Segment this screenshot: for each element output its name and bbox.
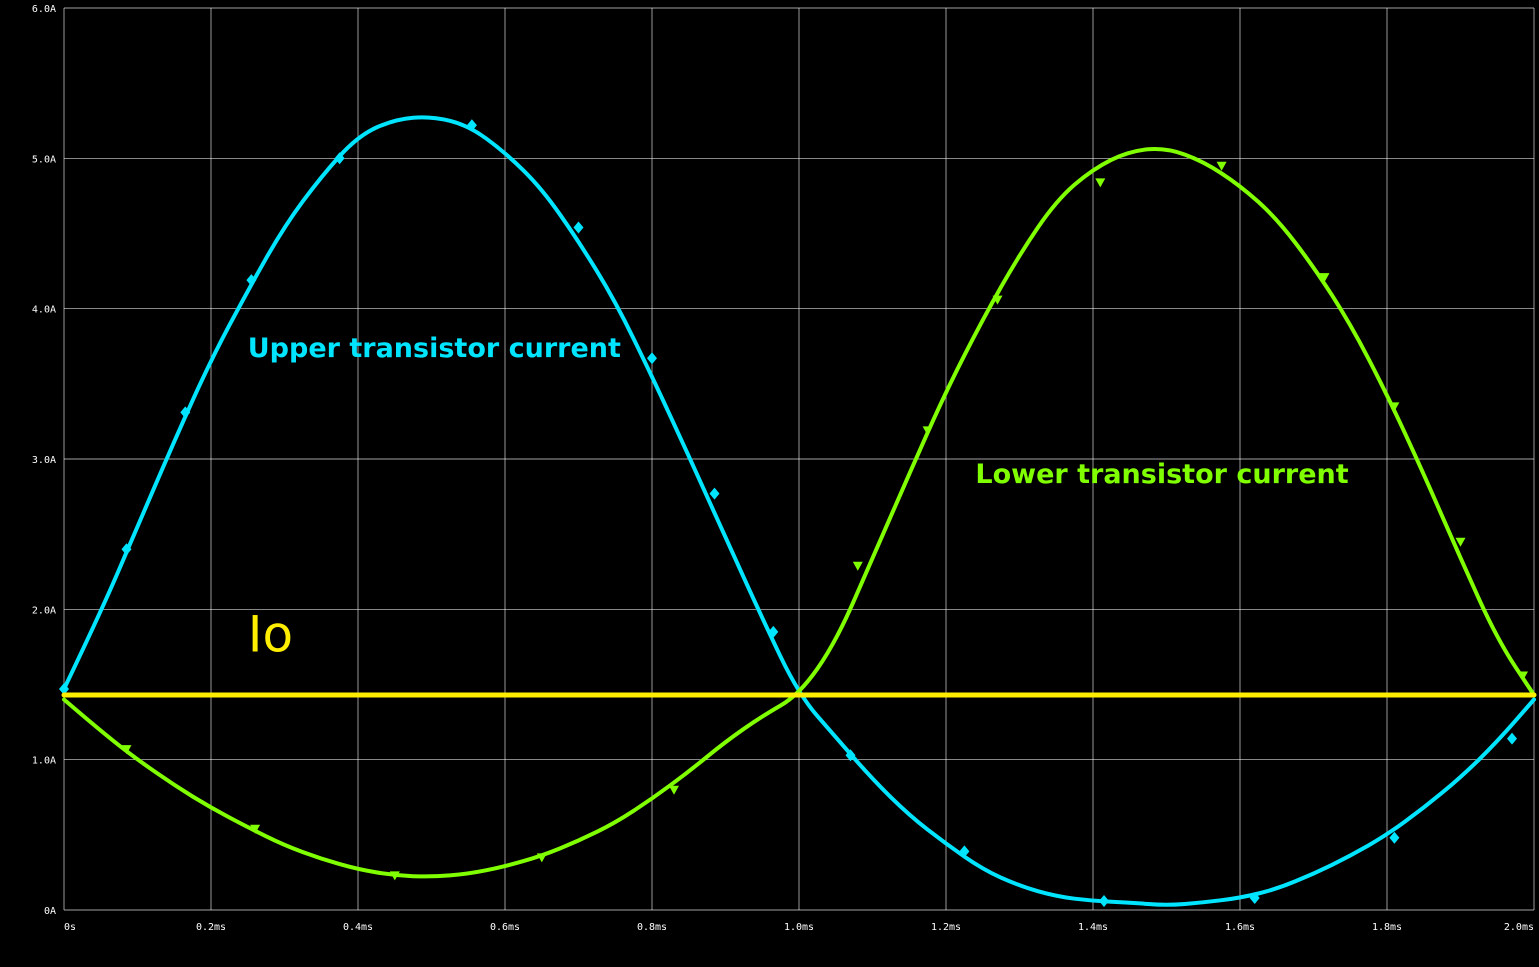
y-tick-label: 4.0A (32, 305, 56, 316)
tick-labels: 0s 0.2ms 0.4ms 0.6ms 0.8ms 1.0ms 1.2ms 1.4ms 1.6… (32, 4, 1534, 933)
series-0-marker (573, 221, 584, 234)
series-line-0 (62, 115, 1536, 907)
series-1-marker (669, 785, 679, 795)
series-1-marker (1389, 402, 1400, 412)
grid-lines (63, 7, 1535, 911)
annotation-label: Upper transistor current (248, 333, 621, 364)
series-0-marker (121, 543, 132, 556)
series-0-marker (845, 749, 856, 762)
series-1-marker (1095, 178, 1106, 188)
series-0-marker (709, 487, 720, 500)
x-tick-label: 0s (64, 922, 76, 933)
series-1-marker (922, 426, 933, 436)
series-0-marker (180, 406, 191, 419)
y-tick-label: 1.0A (32, 756, 56, 767)
series-layer (59, 115, 1537, 907)
series-0-marker (1389, 831, 1400, 844)
x-tick-label: 0.8ms (637, 922, 667, 933)
series-1-marker (536, 853, 547, 863)
x-tick-label: 0.2ms (196, 922, 226, 933)
x-tick-label: 2.0ms (1504, 922, 1534, 933)
x-tick-label: 1.0ms (784, 922, 814, 933)
series-0-marker (1099, 895, 1109, 907)
annotation-label: Io (248, 605, 293, 663)
series-0-marker (959, 845, 970, 858)
series-1-marker (852, 561, 863, 571)
x-tick-label: 1.8ms (1372, 922, 1402, 933)
series-1-marker (992, 295, 1003, 305)
series-1-marker (389, 871, 400, 881)
y-tick-label: 0A (44, 906, 56, 917)
series-1-marker (250, 824, 261, 834)
x-tick-label: 1.2ms (931, 922, 961, 933)
annotations: Upper transistor current Lower transistor… (248, 333, 1349, 664)
series-1-marker (1216, 161, 1227, 171)
series-0-marker (647, 352, 657, 365)
series-0-marker (59, 683, 69, 695)
y-tick-label: 6.0A (32, 4, 56, 15)
y-tick-label: 3.0A (32, 455, 56, 466)
series-0-marker (466, 119, 477, 132)
series-0-marker (1507, 732, 1517, 745)
y-tick-label: 2.0A (32, 605, 56, 616)
series-1-marker (1319, 273, 1330, 283)
series-1-marker (1455, 537, 1466, 547)
series-1-marker (1518, 671, 1528, 681)
annotation-label: Lower transistor current (975, 459, 1348, 490)
x-tick-label: 0.6ms (490, 922, 520, 933)
x-tick-label: 1.6ms (1225, 922, 1255, 933)
series-0-marker (246, 274, 257, 287)
series-1-marker (121, 745, 132, 755)
x-tick-label: 0.4ms (343, 922, 373, 933)
series-line-1 (62, 147, 1536, 879)
y-tick-label: 5.0A (32, 154, 56, 165)
series-0-marker (1249, 892, 1260, 904)
series-0-marker (768, 625, 779, 638)
x-tick-label: 1.4ms (1078, 922, 1108, 933)
series-0-marker (334, 152, 345, 165)
